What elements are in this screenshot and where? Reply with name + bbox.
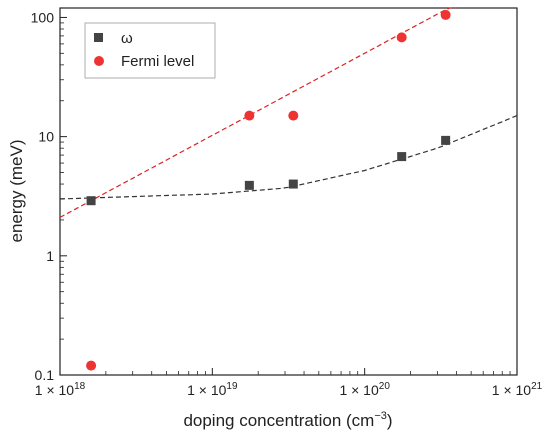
y-axis-ticks: 0.1 1 10 100 [31,9,67,383]
y-tick-label-0: 0.1 [35,367,55,383]
point-series0-4 [441,135,451,145]
data-points [86,9,451,371]
fit-line-0 [59,115,518,200]
point-series0-3 [397,152,407,162]
x-tick-label-1: 1 × 1019 [187,381,238,398]
point-series0-1 [244,180,254,190]
legend-box [84,22,216,79]
x-tick-label-0: 1 × 1018 [35,381,86,398]
fit-line-1 [59,7,457,218]
point-series1-1 [244,110,255,121]
y-axis-label: energy (meV) [7,140,26,243]
x-axis-label: doping concentration (cm−3) [183,410,392,430]
legend: ω Fermi level [84,22,216,79]
legend-marker-omega [94,33,103,42]
plot-frame [59,7,518,376]
legend-label-omega: ω [121,30,133,47]
point-series0-0 [86,196,96,206]
y-tick-label-2: 10 [38,129,54,145]
point-series1-3 [396,32,407,43]
x-axis-ticks: 1 × 1018 1 × 1019 1 × 1020 1 × 1021 [35,368,543,398]
x-tick-label-3: 1 × 1021 [492,381,543,398]
x-tick-label-2: 1 × 1020 [339,381,390,398]
point-series1-4 [440,9,451,20]
y-tick-label-1: 1 [46,248,54,264]
legend-marker-fermi [94,56,104,66]
y-tick-label-3: 100 [31,9,55,25]
legend-label-fermi: Fermi level [121,53,194,70]
fit-lines [59,7,518,218]
point-series1-0 [86,360,97,371]
point-series1-2 [288,110,299,121]
point-series0-2 [288,179,298,189]
